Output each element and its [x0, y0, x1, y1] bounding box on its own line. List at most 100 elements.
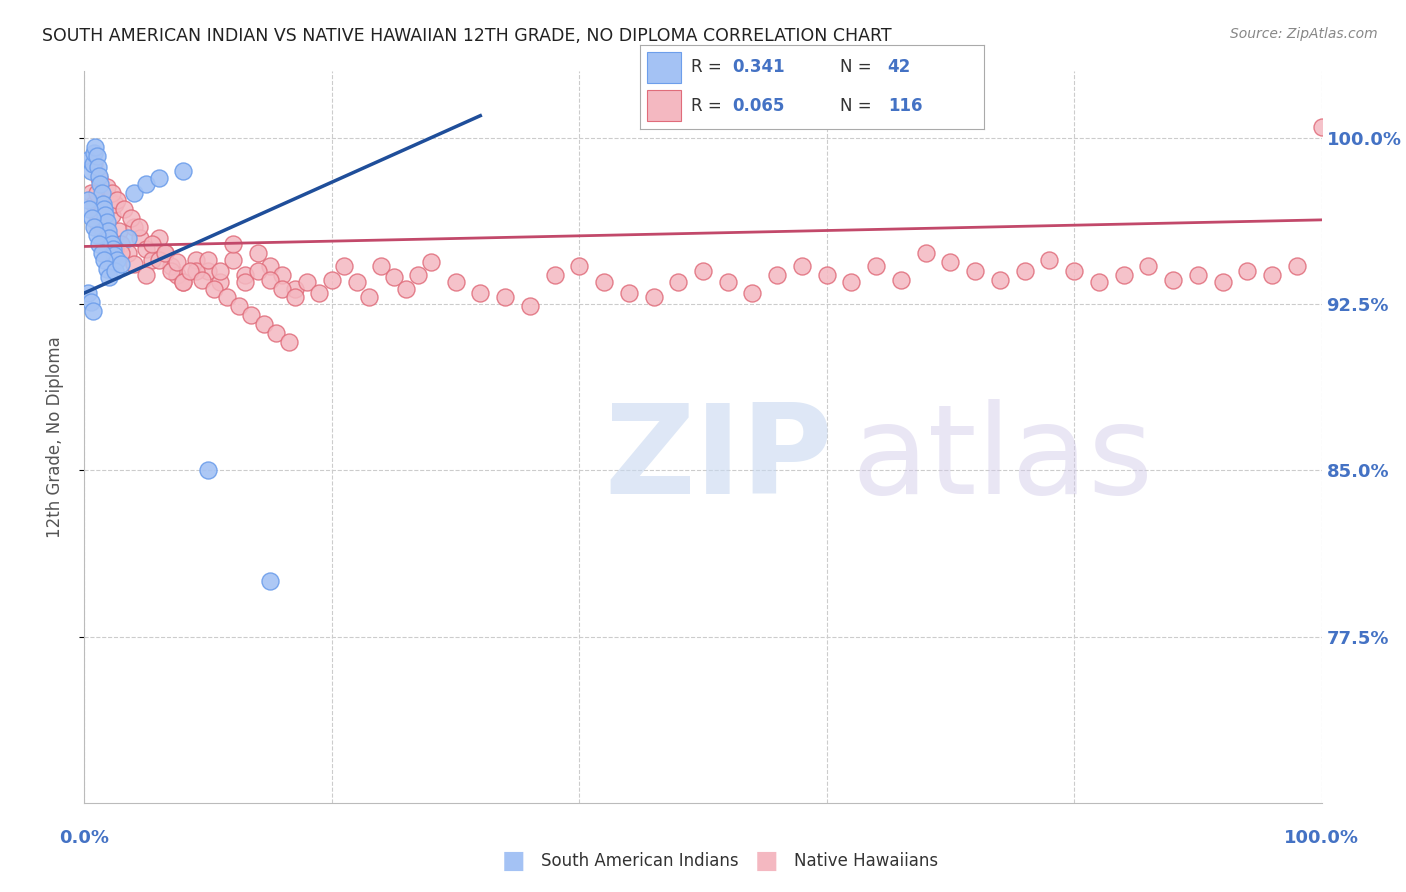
Point	[97, 224, 120, 238]
Point	[117, 246, 139, 260]
Point	[197, 463, 219, 477]
Point	[83, 219, 105, 234]
Point	[89, 170, 111, 185]
Point	[209, 275, 232, 289]
Point	[79, 294, 101, 309]
Point	[160, 264, 183, 278]
Point	[914, 246, 936, 260]
Point	[965, 264, 987, 278]
Point	[122, 186, 145, 201]
Text: 0.0%: 0.0%	[59, 830, 110, 847]
Point	[83, 157, 105, 171]
Point	[77, 153, 100, 167]
Text: N =: N =	[839, 96, 876, 114]
Point	[233, 268, 256, 283]
Point	[94, 209, 117, 223]
Point	[643, 290, 665, 304]
Text: 42: 42	[887, 59, 911, 77]
Point	[101, 242, 124, 256]
Point	[222, 252, 245, 267]
Point	[1112, 268, 1135, 283]
Point	[191, 273, 214, 287]
Point	[1310, 120, 1333, 134]
Point	[148, 170, 170, 185]
Text: South American Indians: South American Indians	[541, 852, 740, 870]
Point	[96, 261, 118, 276]
Point	[172, 164, 194, 178]
Point	[246, 264, 269, 278]
Point	[122, 219, 145, 234]
Text: R =: R =	[692, 96, 727, 114]
Text: Native Hawaiians: Native Hawaiians	[794, 852, 939, 870]
Point	[89, 169, 111, 183]
Point	[815, 268, 838, 283]
Point	[110, 246, 132, 260]
Point	[470, 285, 492, 300]
Point	[84, 139, 107, 153]
Point	[346, 275, 368, 289]
Point	[444, 275, 467, 289]
Point	[86, 186, 108, 201]
Point	[79, 186, 101, 201]
Point	[1261, 268, 1284, 283]
Point	[96, 179, 118, 194]
Point	[865, 260, 887, 274]
Point	[103, 248, 125, 262]
Point	[166, 268, 188, 283]
Text: 100.0%: 100.0%	[1284, 830, 1360, 847]
Point	[1285, 260, 1308, 274]
Point	[568, 260, 591, 274]
Point	[215, 290, 238, 304]
Point	[370, 260, 392, 274]
Point	[104, 197, 127, 211]
Point	[80, 211, 103, 225]
Point	[122, 257, 145, 271]
Point	[271, 282, 294, 296]
Point	[766, 268, 789, 283]
Point	[253, 317, 276, 331]
Point	[91, 202, 114, 216]
Point	[284, 282, 307, 296]
Point	[246, 246, 269, 260]
Point	[153, 246, 176, 260]
Point	[98, 193, 121, 207]
Point	[259, 273, 281, 287]
Point	[105, 252, 128, 267]
Point	[179, 264, 201, 278]
Point	[172, 275, 194, 289]
Point	[82, 303, 104, 318]
Text: 0.065: 0.065	[733, 96, 785, 114]
Point	[939, 255, 962, 269]
Point	[89, 237, 111, 252]
Point	[202, 282, 225, 296]
Point	[86, 215, 108, 229]
Point	[841, 275, 863, 289]
Point	[153, 246, 176, 260]
Point	[135, 242, 157, 256]
Point	[284, 290, 307, 304]
Point	[98, 230, 121, 244]
Point	[184, 264, 207, 278]
Point	[1014, 264, 1036, 278]
Point	[105, 193, 128, 207]
Point	[890, 273, 912, 287]
Point	[233, 275, 256, 289]
Point	[91, 197, 114, 211]
Point	[77, 285, 100, 300]
Bar	[647, 90, 681, 120]
Point	[91, 224, 114, 238]
Point	[110, 257, 132, 271]
Point	[259, 260, 281, 274]
Point	[93, 202, 115, 216]
Point	[172, 275, 194, 289]
Point	[120, 211, 142, 225]
Point	[86, 148, 108, 162]
Point	[321, 273, 343, 287]
Point	[148, 230, 170, 244]
Point	[593, 275, 616, 289]
Point	[222, 237, 245, 252]
Point	[110, 237, 132, 252]
Point	[98, 270, 121, 285]
Point	[308, 285, 330, 300]
Point	[166, 255, 188, 269]
